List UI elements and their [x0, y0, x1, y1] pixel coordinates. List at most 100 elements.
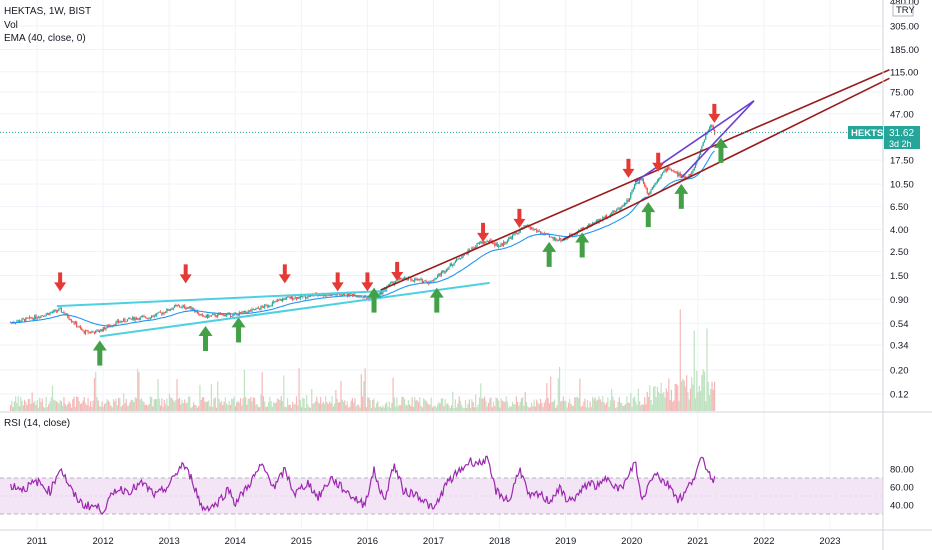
arrow-shaft: [365, 272, 370, 284]
volume-bar: [682, 379, 684, 411]
volume-bar: [668, 378, 670, 411]
volume-bar: [167, 405, 169, 411]
volume-bar: [15, 396, 17, 411]
volume-bar: [684, 386, 686, 411]
volume-bar: [40, 402, 42, 411]
candle-body: [475, 246, 477, 249]
candle-body: [92, 331, 94, 333]
volume-bar: [267, 402, 270, 411]
candle-body: [489, 239, 491, 243]
volume-bar: [491, 407, 493, 411]
up-arrow-icon: [674, 183, 689, 209]
volume-bar: [663, 392, 665, 411]
candle-body: [412, 280, 415, 282]
candle-body: [583, 227, 585, 230]
candle-body: [697, 156, 699, 161]
candle-body: [40, 315, 42, 318]
candle-body: [668, 167, 670, 169]
volume-bar: [303, 398, 305, 411]
volume-bar: [422, 398, 425, 411]
candle-body: [204, 316, 206, 318]
volume-bar: [538, 404, 540, 411]
candle-body: [693, 167, 695, 170]
candle-body: [478, 242, 481, 244]
candle-body: [688, 174, 690, 178]
volume-bar: [157, 379, 159, 411]
volume-bar: [229, 405, 232, 411]
candle-body: [13, 322, 15, 324]
candle-body: [405, 277, 407, 279]
volume-bar: [398, 404, 401, 411]
volume-bar: [369, 400, 371, 411]
volume-bar: [626, 396, 628, 411]
volume-bar: [417, 401, 420, 411]
volume-bar: [210, 384, 212, 411]
candle-body: [672, 170, 674, 172]
candle-body: [483, 241, 486, 244]
volume-bar: [360, 374, 362, 411]
volume-bar: [283, 375, 285, 411]
volume-bar: [486, 406, 488, 411]
currency-box[interactable]: [892, 3, 914, 17]
volume-bar: [203, 397, 205, 411]
volume-bar: [178, 397, 181, 411]
candle-body: [72, 321, 74, 323]
candle-body: [438, 273, 440, 277]
volume-bar: [134, 397, 136, 411]
candle-body: [21, 318, 23, 322]
volume-bar: [679, 309, 681, 411]
candle-body: [206, 314, 209, 318]
price-tick-label: 305.00: [890, 22, 919, 33]
candle-body: [623, 202, 625, 207]
arrow-shaft: [434, 296, 440, 313]
candle-body: [257, 307, 259, 309]
candle-body: [477, 243, 479, 244]
candle-body: [199, 314, 201, 315]
candle-body: [65, 313, 68, 315]
candle-body: [536, 229, 538, 232]
candle-body: [312, 294, 314, 296]
candle-body: [29, 316, 31, 318]
volume-bar: [466, 407, 468, 411]
volume-bar: [217, 381, 219, 411]
candle-body: [67, 313, 69, 318]
volume-bar: [253, 398, 256, 411]
volume-bar: [56, 401, 59, 411]
price-tick-label: 0.34: [890, 341, 909, 352]
volume-bar: [131, 400, 134, 411]
volume-bar: [461, 404, 463, 411]
volume-bar: [252, 397, 254, 411]
candle-body: [37, 317, 40, 318]
volume-bar: [386, 402, 388, 411]
up-arrow-icon: [641, 202, 656, 228]
volume-bar: [688, 399, 690, 411]
volume-bar: [149, 396, 151, 411]
candle-body: [459, 258, 462, 260]
volume-bar: [12, 407, 14, 411]
candle-body: [457, 258, 459, 260]
volume-bar: [111, 407, 113, 411]
candle-body: [41, 315, 43, 317]
volume-bar: [86, 405, 88, 411]
volume-bar: [195, 405, 197, 411]
volume-bar: [182, 402, 184, 411]
arrow-shaft: [546, 250, 552, 267]
volume-bar: [206, 401, 209, 411]
volume-bar: [336, 398, 338, 411]
candle-body: [604, 215, 606, 218]
candle-body: [496, 243, 498, 247]
candle-body: [325, 294, 327, 296]
volume-bar: [316, 396, 318, 411]
candle-body: [309, 294, 312, 297]
up-arrow-icon: [367, 287, 382, 313]
candle-body: [162, 312, 164, 315]
candle-body: [348, 292, 350, 296]
volume-bar: [364, 368, 366, 411]
candle-body: [481, 241, 483, 244]
volume-bar: [625, 403, 627, 411]
volume-bar: [450, 405, 453, 411]
volume-bar: [223, 401, 225, 411]
volume-bar: [584, 398, 586, 411]
volume-bar: [632, 398, 634, 411]
